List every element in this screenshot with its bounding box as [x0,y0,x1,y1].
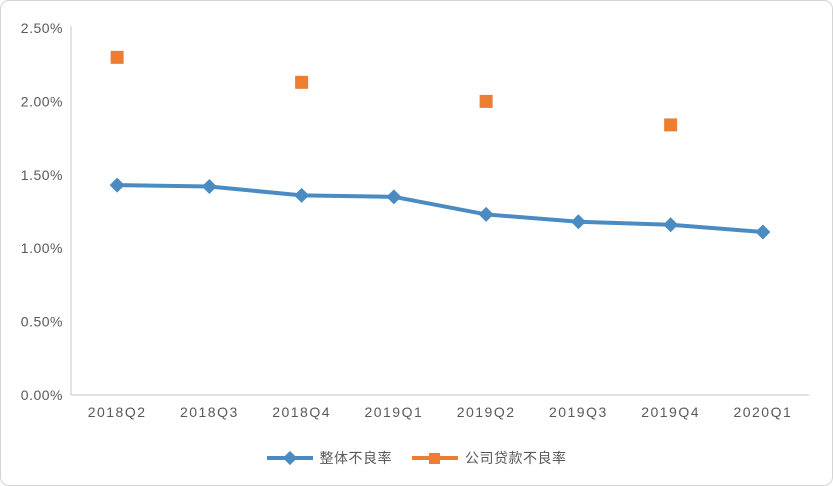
data-point-diamond [109,177,125,193]
data-point-square [479,94,493,108]
legend-item[interactable]: 公司贷款不良率 [412,448,567,468]
y-axis-tick-label: 0.50% [21,314,63,330]
x-axis-tick-label: 2018Q3 [180,404,239,420]
x-axis-tick-label: 2019Q3 [549,404,608,420]
legend-label: 公司贷款不良率 [465,450,567,466]
legend-label: 整体不良率 [319,450,392,466]
series-line-diamond [115,183,765,235]
data-point-diamond [386,189,402,205]
x-axis-tick-label: 2020Q1 [733,404,792,420]
data-point-diamond [570,214,586,230]
data-point-diamond [663,217,679,233]
data-point-square [664,118,678,132]
data-point-diamond [755,224,771,240]
x-axis-tick-label: 2018Q4 [272,404,331,420]
data-point-diamond [294,187,310,203]
chart-legend: 整体不良率 公司贷款不良率 [1,441,832,475]
x-axis-tick-label: 2019Q4 [641,404,700,420]
data-point-diamond [201,179,217,195]
legend-item[interactable]: 整体不良率 [266,448,393,468]
y-axis-tick-label: 2.50% [21,20,63,36]
x-axis-tick-label: 2019Q1 [364,404,423,420]
x-axis-tick-label: 2018Q2 [88,404,147,420]
x-axis-tick-label: 2019Q2 [457,404,516,420]
y-axis-tick-label: 0.00% [21,387,63,403]
y-axis-tick-label: 1.00% [21,240,63,256]
data-point-square [295,75,309,89]
y-axis-tick-label: 2.00% [21,93,63,109]
chart-plot-area: 0.00% 0.50% 1.00% 1.50% 2.00% 2.50% 2018Q2 2018… [21,20,809,420]
legend-square-marker-icon [412,451,458,466]
y-axis-tick-label: 1.50% [21,167,63,183]
data-point-square [110,50,124,64]
legend-diamond-marker-icon [266,450,313,466]
data-point-diamond [478,206,494,222]
